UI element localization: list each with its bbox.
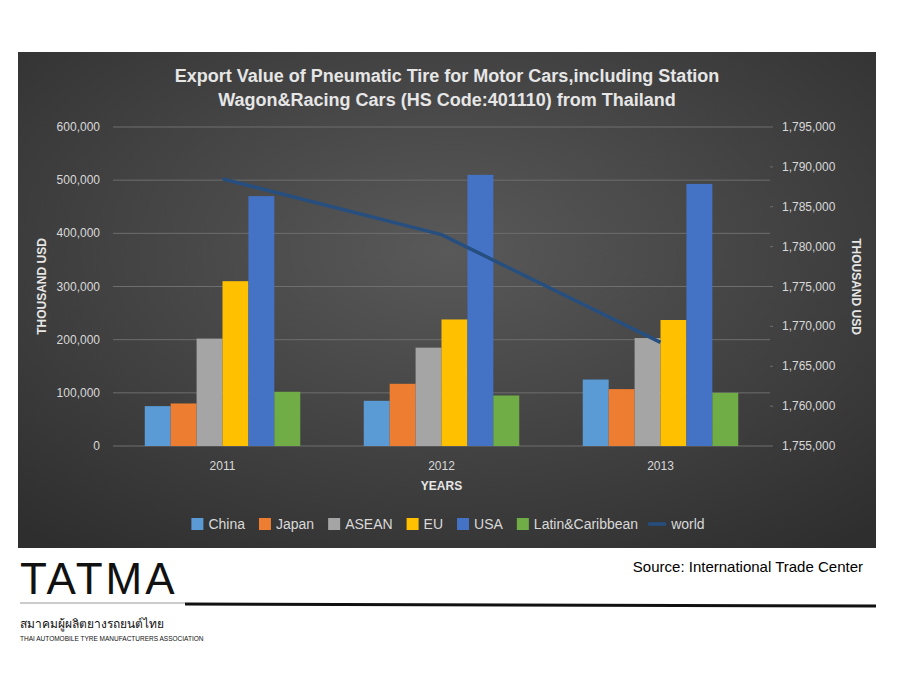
legend-swatch (191, 518, 203, 530)
bar (416, 348, 442, 446)
y2-tick-label: 1,765,000 (782, 359, 836, 373)
bar (712, 393, 738, 446)
y-tick-label: 200,000 (57, 333, 101, 347)
y2-tick (770, 406, 773, 407)
legend: China Japan ASEAN EU USA Latin&Caribbean world (191, 516, 704, 532)
bar (390, 384, 416, 446)
x-tick-label: 2011 (210, 459, 236, 473)
y2-tick (770, 206, 773, 207)
y2-tick (770, 446, 773, 447)
legend-swatch (407, 518, 419, 530)
y2-tick-label: 1,785,000 (782, 200, 836, 214)
bar (274, 392, 300, 446)
legend-swatch (259, 518, 271, 530)
y-axis-label: THOUSAND USD (35, 238, 49, 335)
y2-tick-label: 1,755,000 (782, 439, 836, 453)
legend-label: Japan (276, 516, 314, 532)
bar (686, 184, 712, 446)
legend-label: world (670, 516, 704, 532)
y-tick-label: 300,000 (57, 280, 101, 294)
legend-label: China (208, 516, 245, 532)
y2-tick-label: 1,775,000 (782, 280, 836, 294)
bar (661, 320, 687, 446)
line-series (223, 179, 661, 342)
legend-label: EU (424, 516, 443, 532)
logo-name: TATMA (20, 554, 178, 603)
bar (467, 175, 493, 446)
bar (223, 281, 249, 446)
legend-swatch (517, 518, 529, 530)
bar (442, 319, 468, 446)
chart-svg: Export Value of Pneumatic Tire for Motor… (0, 0, 897, 678)
grid-line (113, 180, 770, 181)
chart-background (18, 52, 876, 548)
bar (609, 389, 635, 446)
y2-tick-label: 1,795,000 (782, 120, 836, 134)
y-tick-label: 100,000 (57, 386, 101, 400)
bar (145, 406, 171, 446)
grid-line (113, 127, 770, 128)
legend-label: Latin&Caribbean (534, 516, 638, 532)
y2-tick (770, 286, 773, 287)
y2-tick (770, 326, 773, 327)
legend-swatch (457, 518, 469, 530)
separator-line (185, 604, 876, 606)
plot-area (145, 175, 738, 446)
y2-tick-label: 1,760,000 (782, 399, 836, 413)
source-note: Source: International Trade Center (633, 558, 863, 575)
y2-tick (770, 127, 773, 128)
x-axis-label: YEARS (421, 479, 462, 493)
bar (171, 403, 197, 446)
chart-title: Wagon&Racing Cars (HS Code:401110) from … (218, 90, 675, 110)
bar (248, 196, 274, 446)
separator-line-thin (20, 603, 185, 604)
grid-line (113, 286, 770, 287)
logo-english: THAI AUTOMOBILE TYRE MANUFACTURERS ASSOC… (20, 635, 204, 642)
y2-tick-label: 1,770,000 (782, 319, 836, 333)
y-tick-label: 600,000 (57, 120, 101, 134)
logo-thai: สมาคมผู้ผลิตยางรถยนต์ไทย (20, 617, 164, 632)
bar (493, 395, 519, 446)
y2-tick (770, 166, 773, 167)
y2-tick (770, 246, 773, 247)
legend-swatch (328, 518, 340, 530)
x-tick-label: 2013 (647, 459, 674, 473)
y-tick-label: 400,000 (57, 226, 101, 240)
chart-title: Export Value of Pneumatic Tire for Motor… (175, 66, 720, 86)
y2-tick-label: 1,790,000 (782, 160, 836, 174)
legend-label: ASEAN (345, 516, 392, 532)
bar (364, 401, 390, 446)
bar (583, 380, 609, 446)
bar (635, 338, 661, 446)
y2-tick-label: 1,780,000 (782, 240, 836, 254)
bar (197, 339, 223, 446)
y-tick-label: 0 (93, 439, 100, 453)
legend-label: USA (474, 516, 503, 532)
y-tick-label: 500,000 (57, 173, 101, 187)
x-tick-label: 2012 (428, 459, 455, 473)
y2-axis-label: THOUSAND USD (849, 238, 863, 335)
y2-tick (770, 366, 773, 367)
legend-line (648, 522, 666, 526)
